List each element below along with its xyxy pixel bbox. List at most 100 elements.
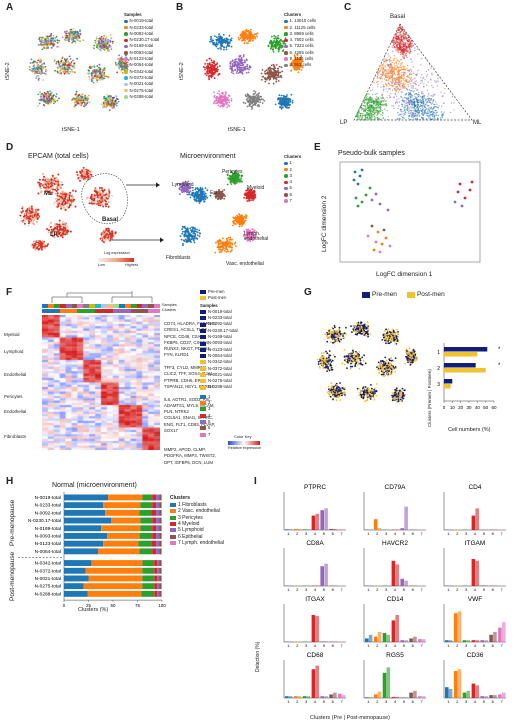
ternary-point <box>425 108 428 110</box>
ternary-point <box>408 44 411 46</box>
ternary-point <box>433 116 435 118</box>
ternary-point <box>360 114 362 117</box>
ternary-point <box>359 116 361 118</box>
tsne-point <box>220 99 223 101</box>
ternary-point <box>406 69 408 71</box>
tsne-point <box>244 61 246 64</box>
tsne-point <box>99 68 102 70</box>
ternary-point <box>436 103 438 105</box>
tsne-point <box>275 64 278 66</box>
tsne-point <box>294 64 297 66</box>
ternary-point <box>406 67 408 70</box>
tsne-point <box>45 68 47 71</box>
tsne-point <box>39 71 42 74</box>
ternary-point <box>415 110 417 112</box>
ternary-point <box>441 115 443 118</box>
ternary-point <box>365 116 367 118</box>
tsne-point <box>302 60 304 63</box>
ternary-point <box>394 37 396 40</box>
tsne-point <box>79 40 82 42</box>
microenvironment-title: Microenvironment <box>180 153 236 160</box>
tsne-point <box>225 48 228 51</box>
tsne-point <box>46 35 49 38</box>
ternary-point <box>402 110 404 112</box>
tsne-point <box>95 77 97 80</box>
ternary-point <box>411 95 413 97</box>
tsne-point <box>217 104 220 107</box>
tsne-point <box>247 95 250 98</box>
ternary-point <box>411 104 413 106</box>
ternary-point <box>386 97 388 99</box>
ternary-point <box>389 88 391 90</box>
ternary-point <box>384 74 386 76</box>
ternary-point <box>429 114 432 116</box>
tsne-point <box>52 43 55 46</box>
ternary-point <box>407 85 409 88</box>
ternary-point <box>416 48 418 50</box>
sample-legend-item: N-0092-total <box>124 31 159 37</box>
ternary-point <box>404 44 407 46</box>
ternary-point <box>412 112 414 115</box>
tsne-point <box>244 40 246 42</box>
ternary-point <box>378 104 380 107</box>
tsne-point <box>252 39 254 42</box>
ternary-point <box>408 52 410 54</box>
ternary-point <box>391 46 393 48</box>
ternary-point <box>382 112 384 115</box>
tsne-point <box>210 37 213 39</box>
ternary-point <box>398 74 400 76</box>
ternary-point <box>373 102 375 105</box>
ternary-point <box>433 103 435 106</box>
ternary-point <box>376 73 379 75</box>
ternary-point <box>408 45 410 48</box>
ternary-point <box>385 79 388 81</box>
ternary-point <box>406 104 409 106</box>
tsne-point <box>63 62 65 64</box>
tsne-point <box>33 63 36 66</box>
ternary-point <box>431 108 434 110</box>
ternary-point <box>364 95 367 97</box>
tsne-point <box>296 53 299 56</box>
ternary-point <box>422 93 424 95</box>
ternary-point <box>411 90 413 92</box>
tsne-point <box>205 66 208 69</box>
tsne-point <box>242 55 245 58</box>
tsne-point <box>230 99 233 102</box>
ternary-point <box>407 89 409 91</box>
tsne-point <box>74 93 77 96</box>
ternary-point <box>386 70 388 73</box>
tsne-point <box>277 80 280 82</box>
ternary-point <box>376 101 378 104</box>
tsne-point <box>88 66 91 69</box>
tsne-point <box>29 62 32 64</box>
ternary-point <box>395 41 397 43</box>
tsne-point <box>88 72 90 75</box>
ternary-point <box>404 33 406 35</box>
tsne-point <box>100 39 103 42</box>
ternary-point <box>384 104 386 106</box>
tsne-point <box>41 70 43 73</box>
ternary-point <box>406 108 409 110</box>
tsne-point <box>32 65 35 68</box>
ternary-point <box>359 107 361 110</box>
tsne-point <box>217 99 220 101</box>
ternary-point <box>361 116 364 118</box>
ternary-point <box>393 62 396 65</box>
ternary-point <box>421 92 423 95</box>
tsne-point <box>46 42 49 45</box>
tsne-point <box>102 73 105 76</box>
ternary-point <box>403 71 405 73</box>
tsne-point <box>237 72 240 74</box>
tsne-point <box>240 67 243 69</box>
ternary-point <box>357 116 359 118</box>
tsne-point <box>90 78 93 81</box>
tsne-point <box>103 76 106 79</box>
ternary-point <box>416 103 419 106</box>
ternary-point <box>398 101 401 103</box>
ternary-point <box>383 108 386 110</box>
tsne-point <box>106 42 109 45</box>
tsne-point <box>115 97 118 100</box>
tsne-point <box>99 72 101 75</box>
tsne-point <box>292 60 294 63</box>
tsne-point <box>227 99 230 102</box>
